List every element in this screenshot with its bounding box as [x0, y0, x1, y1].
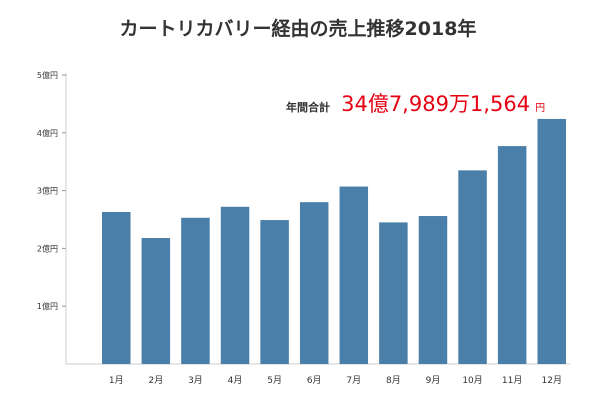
annual-total-unit: 円	[535, 103, 546, 114]
bar	[497, 146, 527, 364]
bar	[299, 202, 329, 364]
x-tick-label: 7月	[346, 375, 361, 386]
x-tick-label: 10月	[462, 375, 482, 386]
y-tick-label: 4億円	[37, 128, 58, 138]
bar	[339, 186, 369, 364]
x-tick-label: 12月	[542, 375, 562, 386]
bar	[220, 206, 250, 364]
annual-total-annotation: 年間合計 34億7,989万1,564 円	[286, 88, 545, 118]
bar	[379, 222, 408, 364]
x-tick-label: 4月	[228, 375, 243, 386]
bar	[260, 220, 289, 364]
y-tick-label: 2億円	[37, 243, 58, 253]
y-tick-label: 5億円	[37, 70, 58, 80]
x-tick-label: 2月	[148, 375, 163, 386]
x-tick-label: 11月	[502, 375, 522, 386]
x-tick-label: 1月	[109, 375, 124, 386]
bar	[418, 216, 448, 364]
x-tick-label: 6月	[307, 375, 322, 386]
annual-total-label: 年間合計	[286, 101, 330, 114]
y-tick-label: 3億円	[37, 186, 58, 196]
y-tick-label: 1億円	[37, 301, 58, 311]
chart-title: カートリカバリー経由の売上推移2018年	[119, 18, 477, 40]
x-tick-label: 3月	[188, 375, 203, 386]
bar	[141, 237, 171, 364]
bar	[102, 211, 131, 364]
bar	[458, 170, 487, 364]
bar	[537, 118, 566, 364]
x-tick-label: 9月	[426, 375, 441, 386]
x-tick-label: 5月	[267, 375, 282, 386]
x-tick-label: 8月	[386, 375, 401, 386]
bar	[181, 217, 210, 364]
annual-total-value: 34億7,989万1,564	[341, 92, 531, 116]
